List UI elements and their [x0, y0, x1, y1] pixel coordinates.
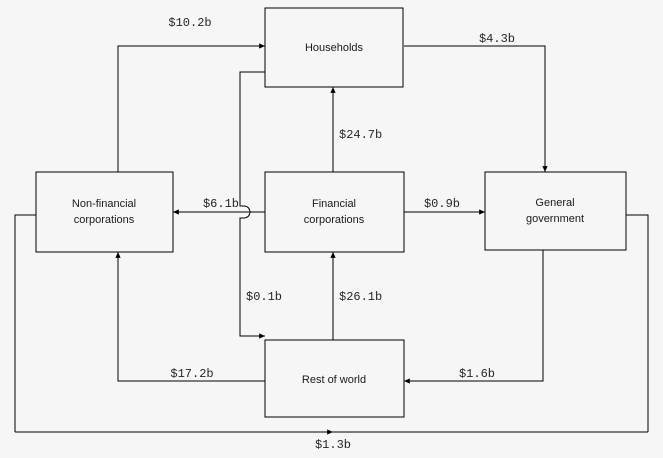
- svg-text:corporations: corporations: [74, 214, 135, 226]
- svg-text:$4.3b: $4.3b: [479, 32, 515, 46]
- svg-text:Non-financial: Non-financial: [72, 198, 136, 210]
- svg-text:corporations: corporations: [304, 214, 365, 226]
- svg-text:$24.7b: $24.7b: [339, 128, 382, 142]
- svg-text:$0.9b: $0.9b: [424, 197, 460, 211]
- svg-text:$17.2b: $17.2b: [170, 367, 213, 381]
- svg-text:Households: Households: [305, 42, 364, 54]
- svg-text:$6.1b: $6.1b: [203, 197, 239, 211]
- svg-text:Financial: Financial: [312, 198, 356, 210]
- svg-text:General: General: [535, 197, 574, 209]
- svg-text:$26.1b: $26.1b: [339, 290, 382, 304]
- svg-text:$1.6b: $1.6b: [459, 367, 495, 381]
- svg-text:Rest of world: Rest of world: [302, 374, 366, 386]
- svg-text:$10.2b: $10.2b: [168, 16, 211, 30]
- svg-text:$0.1b: $0.1b: [246, 290, 282, 304]
- svg-text:government: government: [526, 213, 584, 225]
- svg-text:$1.3b: $1.3b: [315, 438, 351, 452]
